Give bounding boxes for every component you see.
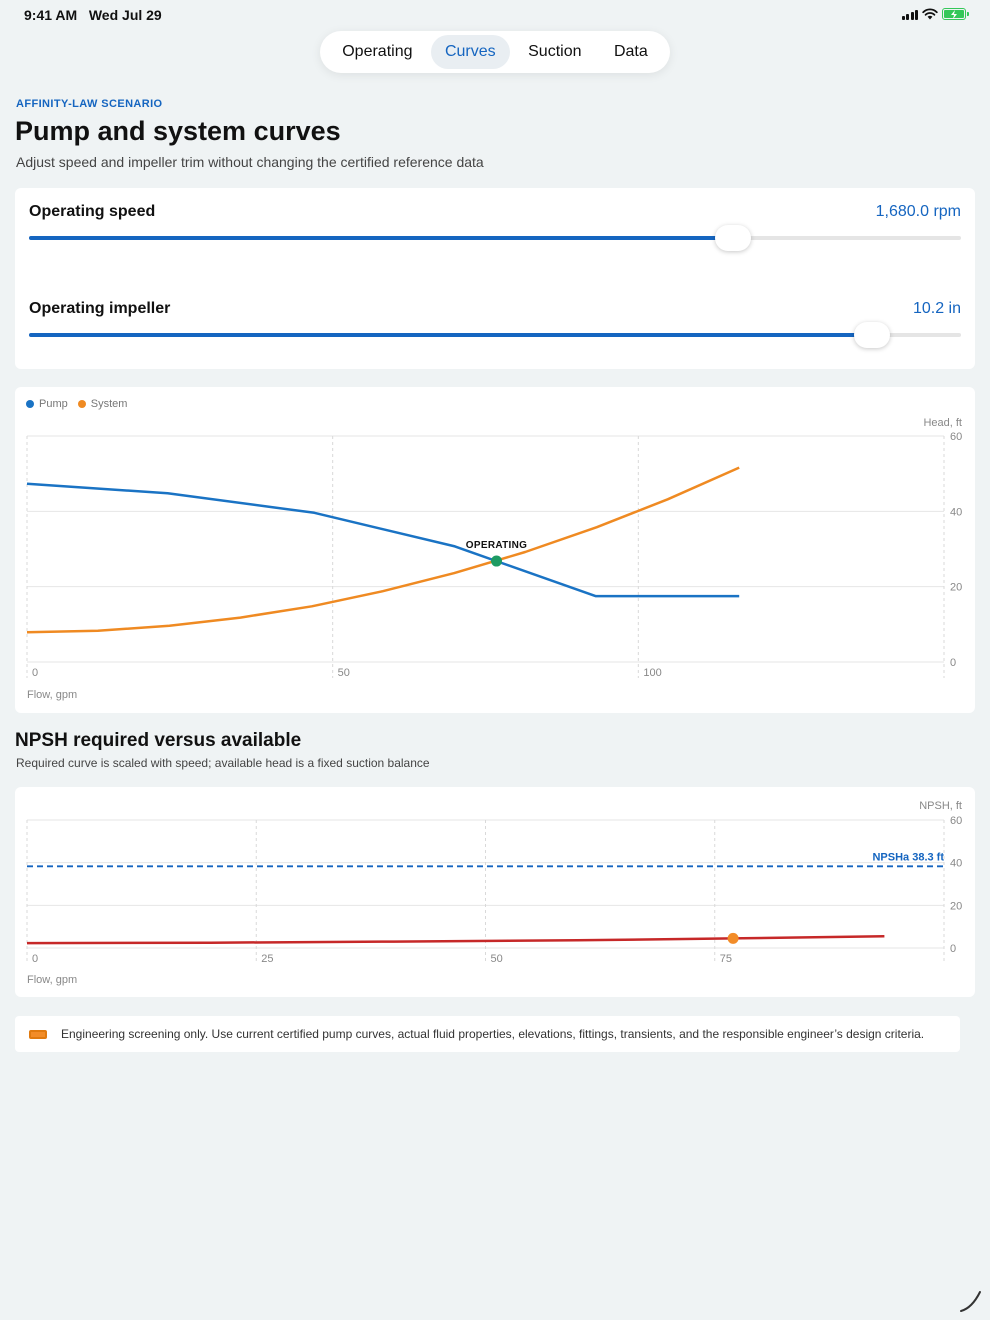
npsh-chart: 0 20 40 60 0 25 50 75 NPSH, ft Flow, gpm NPSHa 38.… bbox=[26, 800, 962, 986]
status-bar: 9:41 AM Wed Jul 29 bbox=[0, 0, 990, 30]
pump-system-chart-card: Pump System 0 20 40 60 0 50 100 Head, ft Flow, g… bbox=[15, 387, 975, 713]
x-tick-label: 50 bbox=[338, 667, 350, 679]
y-tick-label: 0 bbox=[950, 943, 956, 955]
impeller-slider-fill bbox=[29, 333, 873, 337]
status-icons bbox=[901, 8, 969, 20]
x-tick-label: 75 bbox=[720, 953, 732, 965]
section-eyebrow: AFFINITY-LAW SCENARIO bbox=[16, 98, 163, 110]
impeller-value: 10.2 in bbox=[912, 300, 961, 317]
system-curve bbox=[26, 466, 740, 634]
wifi-icon bbox=[922, 8, 938, 20]
impeller-slider-thumb[interactable] bbox=[854, 322, 891, 348]
legend-item-pump: Pump bbox=[26, 398, 68, 410]
pump-legend-swatch bbox=[26, 400, 34, 408]
npsh-section-title: NPSH required versus available bbox=[15, 730, 302, 751]
npshr-operating-marker bbox=[727, 932, 739, 944]
y-axis-label: Head, ft bbox=[923, 417, 962, 429]
npsh-section-subtitle: Required curve is scaled with speed; ava… bbox=[16, 756, 430, 770]
npsha-label: NPSHa 38.3 ft bbox=[872, 851, 944, 863]
impeller-slider-track[interactable] bbox=[29, 322, 961, 348]
operating-point-marker bbox=[491, 555, 503, 567]
y-tick-label: 20 bbox=[950, 900, 962, 912]
x-axis-label: Flow, gpm bbox=[27, 689, 77, 701]
y-tick-label: 40 bbox=[950, 858, 962, 870]
status-time: 9:41 AM Wed Jul 29 bbox=[24, 7, 162, 23]
npsh-chart-card: 0 20 40 60 0 25 50 75 NPSH, ft Flow, gpm NPSHa 38.… bbox=[15, 787, 975, 997]
pump-curve bbox=[26, 482, 740, 598]
y-tick-label: 20 bbox=[950, 582, 962, 594]
view-segmented-control: Operating Curves Suction Data bbox=[320, 31, 670, 73]
x-axis-label: Flow, gpm bbox=[27, 974, 77, 986]
speed-value: 1,680.0 rpm bbox=[875, 203, 961, 220]
impeller-label: Operating impeller bbox=[29, 300, 171, 317]
x-tick-label: 0 bbox=[32, 953, 38, 965]
page-subtitle: Adjust speed and impeller trim without c… bbox=[16, 154, 484, 170]
y-tick-label: 60 bbox=[950, 431, 962, 443]
x-tick-label: 0 bbox=[32, 667, 38, 679]
x-tick-label: 50 bbox=[491, 953, 503, 965]
pump-system-chart: 0 20 40 60 0 50 100 Head, ft Flow, gpm OPERATING bbox=[26, 417, 962, 701]
speed-slider-thumb[interactable] bbox=[714, 225, 751, 251]
status-date: Wed Jul 29 bbox=[88, 7, 162, 23]
y-tick-label: 40 bbox=[950, 506, 962, 518]
legend-item-system: System bbox=[77, 398, 128, 410]
tab-curves[interactable]: Curves bbox=[430, 35, 510, 69]
system-legend-swatch bbox=[77, 400, 86, 408]
npshr-curve bbox=[26, 935, 885, 945]
adjustment-card: Operating speed 1,680.0 rpm Operating im… bbox=[15, 188, 975, 369]
x-tick-label: 100 bbox=[643, 667, 661, 679]
warning-badge-icon bbox=[29, 1029, 47, 1039]
disclaimer-text: Engineering screening only. Use current … bbox=[61, 1027, 925, 1041]
speed-label: Operating speed bbox=[29, 203, 156, 220]
cellular-signal-icon bbox=[901, 9, 918, 20]
operating-point-label: OPERATING bbox=[466, 540, 527, 551]
legend-label-pump: Pump bbox=[39, 398, 68, 410]
tab-data[interactable]: Data bbox=[613, 43, 648, 60]
battery-charging-icon bbox=[942, 8, 969, 20]
chart-legend: Pump System bbox=[26, 398, 127, 410]
y-tick-label: 60 bbox=[950, 815, 962, 827]
y-tick-label: 0 bbox=[950, 657, 956, 669]
speed-slider-track[interactable] bbox=[29, 225, 961, 251]
tab-operating[interactable]: Operating bbox=[342, 43, 413, 60]
legend-label-system: System bbox=[90, 398, 128, 410]
disclaimer-banner: Engineering screening only. Use current … bbox=[15, 1016, 960, 1052]
resize-handle-icon[interactable] bbox=[958, 1288, 984, 1314]
y-axis-label: NPSH, ft bbox=[919, 800, 962, 812]
tab-suction[interactable]: Suction bbox=[528, 43, 582, 60]
x-tick-label: 25 bbox=[261, 953, 273, 965]
page-title: Pump and system curves bbox=[15, 116, 341, 146]
speed-slider-fill bbox=[29, 236, 733, 240]
